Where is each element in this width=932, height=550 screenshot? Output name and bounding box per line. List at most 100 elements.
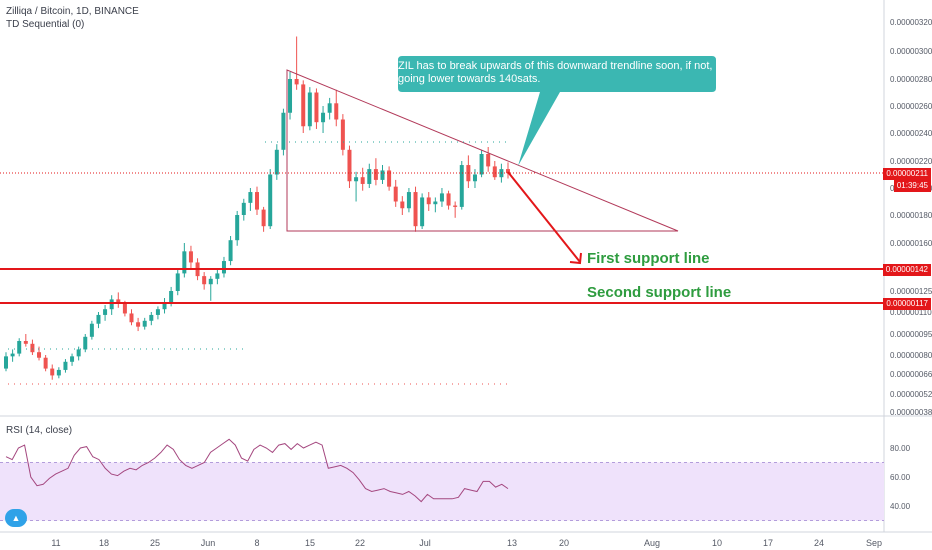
time-tick-label: 15 [305,538,315,548]
candle-body [472,174,477,182]
second-support-price-tag: 0.00000117 [883,298,931,310]
candle-body [380,170,385,180]
candle-body [10,353,15,357]
time-tick-label: 8 [254,538,259,548]
candle-body [274,149,279,175]
candle-body [400,201,405,209]
candle-body [360,177,365,184]
candle-body [76,349,81,357]
candle-body [387,170,392,187]
price-tick-label: 0.00000066 [890,370,932,379]
candle-body [347,149,352,182]
candle-body [321,112,326,123]
price-tick-label: 0.00000260 [890,102,932,111]
candle-body [479,154,484,175]
rsi-line [5,438,509,503]
candle-body [4,356,8,369]
candle-body [149,314,154,321]
candle-body [30,343,35,353]
candle-body [155,309,160,315]
candle-body [175,273,180,291]
time-tick-label: 24 [814,538,824,548]
first-support-price-tag: 0.00000142 [882,264,931,276]
candle-body [294,79,299,85]
candle-body [439,193,444,202]
candle-body [492,166,497,178]
rsi-tick-label: 40.00 [890,502,911,511]
candle-body [182,251,187,274]
candle-body [83,336,88,350]
price-tick-label: 0.00000280 [890,75,932,84]
candle-body [255,192,259,210]
candle-body [506,169,510,174]
candle-body [248,192,253,203]
candle-body [37,352,42,358]
candle-body [50,368,55,376]
candle-body [103,309,108,315]
candle-body [208,278,213,285]
candle-body [340,119,345,150]
callout-annotation: ZIL has to break upwards of this downwar… [398,60,713,85]
candle-body [56,369,61,376]
rsi-band [0,462,884,521]
time-tick-label: 20 [559,538,569,548]
candle-body [241,202,246,215]
indicator-legend[interactable]: TD Sequential (0) [6,19,85,30]
candle-body [228,240,233,262]
time-tick-label: 10 [712,538,722,548]
descending-triangle [286,69,679,232]
price-tick-label: 0.00000110 [890,308,932,317]
candle-body [169,291,174,303]
candle-body [354,177,359,182]
rsi-legend[interactable]: RSI (14, close) [6,425,73,436]
time-tick-label: 17 [763,538,773,548]
time-tick-label: 13 [507,538,517,548]
price-tick-label: 0.00000320 [890,18,932,27]
candle-body [327,103,332,113]
candle-body [17,341,22,354]
time-tick-label: Jun [201,538,216,548]
candle-body [426,197,431,205]
candle-body [63,361,68,370]
candle-body [96,314,101,324]
candle-body [446,193,451,206]
candle-body [89,323,94,337]
time-tick-label: Sep [866,538,882,548]
candle-body [307,92,312,127]
time-tick-label: 18 [99,538,109,548]
projection-arrow [507,171,581,263]
candle-body [459,165,464,207]
candle-body [433,201,438,205]
price-tick-label: 0.00000220 [890,157,932,166]
candle-body [122,303,127,314]
time-tick-label: Jul [419,538,431,548]
candle-body [281,112,286,150]
candle-body [268,174,273,227]
rsi-tick-label: 60.00 [890,473,911,482]
tradingview-logo-icon[interactable]: ▲ [5,509,27,527]
price-tick-label: 0.00000180 [890,211,932,220]
bar-countdown-tag: 01:39:45 [893,180,931,192]
candle-body [142,320,147,327]
last-price-tag: 0.00000211 [883,168,931,180]
candle-body [188,251,193,263]
price-tick-label: 0.00000300 [890,47,932,56]
candle-body [261,209,266,227]
symbol-legend[interactable]: Zilliqa / Bitcoin, 1D, BINANCE [6,6,139,17]
callout-bubble [398,56,716,166]
price-tick-label: 0.00000125 [890,287,932,296]
second-support-label: Second support line [587,284,732,301]
candle-body [301,84,306,127]
candle-body [23,341,28,344]
candle-body [406,192,411,209]
candle-body [235,215,240,241]
candle-body [453,205,458,207]
projection-arrowhead [569,252,582,265]
time-tick-label: Aug [644,538,660,548]
candle-body [420,197,425,227]
price-tick-label: 0.00000052 [890,390,932,399]
candle-body [215,273,220,279]
candle-body [162,302,167,310]
price-tick-label: 0.00000080 [890,351,932,360]
